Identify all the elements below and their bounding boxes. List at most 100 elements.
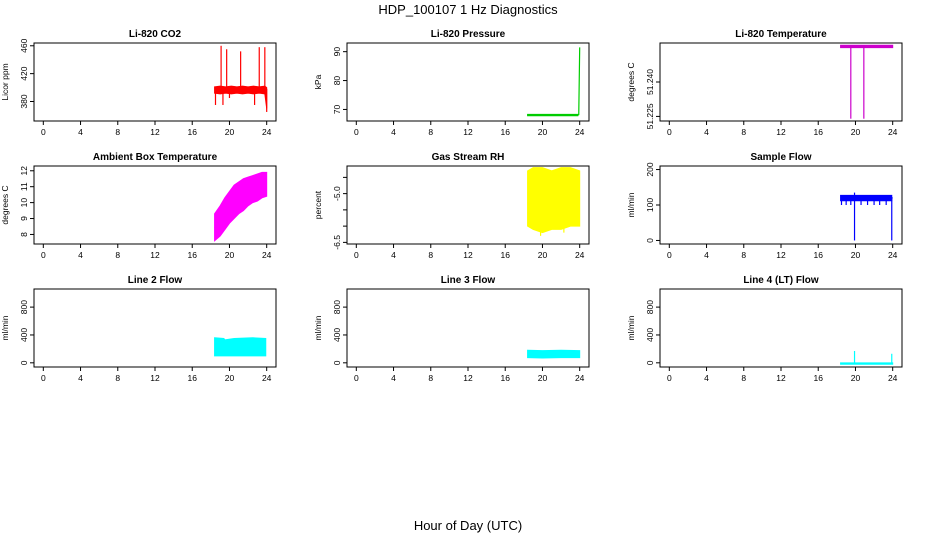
x-tick-label: 12: [776, 373, 786, 383]
x-tick-label: 16: [187, 250, 197, 260]
x-tick-label: 20: [538, 127, 548, 137]
y-axis-label: percent: [313, 190, 323, 219]
chart-title: Li-820 Temperature: [735, 29, 827, 40]
x-tick-label: 4: [78, 127, 83, 137]
plot-frame: [659, 42, 903, 122]
x-tick-label: 20: [225, 373, 235, 383]
y-tick-label: -6.5: [332, 235, 342, 250]
x-tick-label: 16: [813, 373, 823, 383]
x-tick-label: 20: [225, 250, 235, 260]
series-group: [527, 349, 581, 359]
x-tick-label: 8: [428, 127, 433, 137]
y-tick-label: 800: [19, 300, 29, 314]
y-tick-label: 11: [19, 182, 29, 191]
series-group: [840, 192, 893, 241]
chart-panel-8: Line 3 Flow ml/min 0 400 800 0 4 8 12 16 20 24: [313, 275, 590, 383]
x-tick-label: 24: [888, 127, 898, 137]
chart-title: Line 2 Flow: [128, 275, 183, 286]
y-tick-label: 100: [645, 198, 655, 212]
y-tick-label: 800: [332, 300, 342, 314]
chart-title: Li-820 CO2: [129, 29, 182, 40]
x-tick-label: 12: [776, 250, 786, 260]
x-tick-label: 24: [888, 373, 898, 383]
x-tick-label: 4: [704, 250, 709, 260]
y-tick-label: 460: [19, 38, 29, 52]
series-group: [527, 167, 581, 236]
x-tick-label: 4: [391, 250, 396, 260]
series-line: [214, 187, 267, 229]
figure-title: HDP_100107 1 Hz Diagnostics: [378, 2, 558, 17]
x-tick-label: 8: [428, 373, 433, 383]
y-tick-label: 400: [19, 328, 29, 342]
y-tick-label: 420: [19, 66, 29, 80]
x-tick-label: 0: [667, 250, 672, 260]
chart-panel-9: Line 4 (LT) Flow ml/min 0 400 800 0 4 8 12 16 20 24: [626, 275, 903, 383]
x-tick-label: 24: [575, 250, 585, 260]
y-axis-label: ml/min: [313, 315, 323, 340]
x-tick-label: 0: [354, 250, 359, 260]
y-tick-label: 8: [19, 232, 29, 237]
y-axis-label: ml/min: [0, 315, 10, 340]
x-tick-label: 12: [150, 127, 160, 137]
x-tick-label: 12: [776, 127, 786, 137]
plot-frame: [33, 42, 277, 122]
x-tick-label: 24: [888, 250, 898, 260]
x-tick-label: 12: [463, 127, 473, 137]
x-tick-label: 24: [575, 373, 585, 383]
y-axis-label: ml/min: [626, 192, 636, 217]
y-tick-label: 0: [645, 238, 655, 243]
x-tick-label: 8: [428, 250, 433, 260]
x-tick-label: 0: [41, 250, 46, 260]
plot-frame: [659, 288, 903, 368]
y-tick-label: 10: [19, 198, 29, 208]
x-tick-label: 20: [851, 373, 861, 383]
x-tick-label: 20: [225, 127, 235, 137]
chart-panel-4: Ambient Box Temperature degrees C 8 9 10 11 12…: [0, 152, 277, 260]
chart-title: Sample Flow: [750, 152, 811, 163]
y-tick-label: 80: [332, 76, 342, 86]
y-tick-label: 380: [19, 94, 29, 108]
x-tick-label: 8: [115, 373, 120, 383]
x-tick-label: 0: [667, 127, 672, 137]
x-tick-label: 0: [41, 373, 46, 383]
x-tick-label: 16: [813, 250, 823, 260]
x-tick-label: 0: [354, 373, 359, 383]
y-axis-label: degrees C: [626, 62, 636, 101]
series-group: [214, 337, 267, 357]
chart-panel-5: Gas Stream RH percent -6.5 -5.0 0 4 8 12 16 20 24: [313, 152, 590, 260]
chart-panel-2: Li-820 Pressure kPa 70 80 90 0 4 8 12 16 20 24: [313, 29, 590, 137]
y-tick-label: 51.240: [645, 69, 655, 95]
y-tick-label: 0: [645, 360, 655, 365]
series-group: [840, 350, 894, 365]
x-tick-label: 12: [463, 373, 473, 383]
chart-title: Line 4 (LT) Flow: [743, 275, 819, 286]
y-tick-label: 0: [19, 360, 29, 365]
x-tick-label: 8: [115, 127, 120, 137]
x-tick-label: 24: [262, 250, 272, 260]
y-tick-label: 70: [332, 104, 342, 114]
x-tick-label: 12: [150, 373, 160, 383]
x-tick-label: 24: [262, 373, 272, 383]
x-tick-label: 8: [115, 250, 120, 260]
series-group: [840, 44, 894, 119]
x-tick-label: 4: [704, 127, 709, 137]
x-tick-label: 20: [851, 127, 861, 137]
x-tick-label: 4: [391, 127, 396, 137]
x-tick-label: 16: [187, 127, 197, 137]
x-tick-label: 0: [41, 127, 46, 137]
y-tick-label: 400: [645, 328, 655, 342]
chart-title: Gas Stream RH: [432, 152, 505, 163]
plot-frame: [346, 42, 590, 122]
y-tick-label: 90: [332, 47, 342, 57]
x-tick-label: 0: [667, 373, 672, 383]
x-tick-label: 16: [187, 373, 197, 383]
series-group: [214, 171, 268, 242]
chart-panel-3: Li-820 Temperature degrees C 51.225 51.240 0…: [626, 29, 903, 137]
chart-panel-6: Sample Flow ml/min 0 100 200 0 4 8 12 16 20 24: [626, 152, 903, 260]
x-tick-label: 20: [538, 250, 548, 260]
chart-panel-1: Li-820 CO2 Licor ppm 380 420 460 0 4 8 12 16 20 24: [0, 29, 277, 137]
x-tick-label: 24: [262, 127, 272, 137]
x-tick-label: 8: [741, 127, 746, 137]
